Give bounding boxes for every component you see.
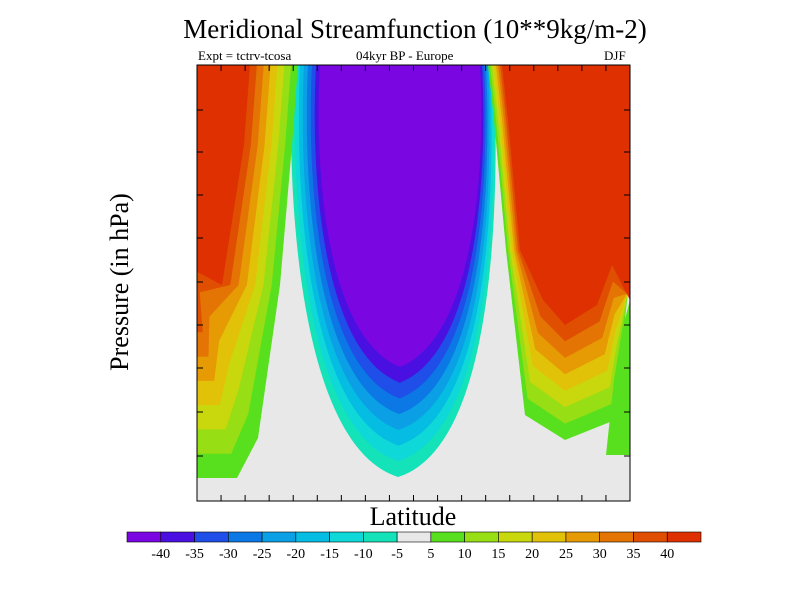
colorbar-tick-label: -15: [320, 547, 339, 562]
colorbar-tick-label: -20: [286, 547, 305, 562]
colorbar-swatch: [329, 531, 364, 543]
colorbar-swatch: [363, 531, 398, 543]
sh-cell-band: [502, 65, 630, 325]
colorbar-tick-label: 20: [525, 547, 539, 562]
equatorial-cell-band: [318, 65, 482, 367]
colorbar-swatch: [227, 531, 263, 543]
experiment-label: Expt = tctrv-tcosa: [198, 48, 292, 63]
colorbar-swatch: [565, 531, 601, 543]
colorbar-swatch: [464, 531, 499, 543]
colorbar-tick-label: -30: [219, 547, 238, 562]
colorbar-tick-label: -5: [391, 547, 403, 562]
colorbar-swatch: [599, 531, 634, 543]
colorbar-swatch: [396, 531, 432, 543]
colorbar-tick-label: -35: [185, 547, 204, 562]
colorbar-swatch: [295, 531, 330, 543]
colorbar-swatch: [498, 531, 533, 543]
colorbar-tick-label: 15: [491, 547, 505, 562]
colorbar-tick-label: 30: [593, 547, 607, 562]
colorbar-tick-label: -10: [354, 547, 373, 562]
colorbar-swatch: [261, 531, 297, 543]
colorbar-swatch: [126, 531, 162, 543]
period-label: 04kyr BP - Europe: [356, 48, 454, 63]
colorbar-tick-label: 40: [660, 547, 674, 562]
colorbar-swatch: [666, 531, 702, 543]
x-axis-label: Latitude: [369, 502, 457, 531]
colorbar-swatch: [430, 531, 465, 543]
nh-cell-band: [197, 65, 250, 308]
colorbar-swatch: [194, 531, 229, 543]
colorbar-tick-label: 5: [427, 547, 434, 562]
colorbar-tick-label: 25: [559, 547, 573, 562]
colorbar-tick-label: 35: [626, 547, 640, 562]
axis-ticks: [196, 64, 631, 502]
colorbar-tick-label: 10: [458, 547, 472, 562]
colorbar: -40 -35 -30 -25 -20 -15 -10 -5 5 10 15 20 25 30 35 40: [126, 531, 702, 562]
colorbar-tick-label: -25: [253, 547, 272, 562]
colorbar-swatch: [160, 531, 195, 543]
colorbar-swatch: [633, 531, 668, 543]
edge-cell-band: [606, 300, 630, 455]
colorbar-tick-label: -40: [151, 547, 170, 562]
season-label: DJF: [604, 48, 626, 63]
colorbar-swatch: [531, 531, 567, 543]
contour-field: [197, 65, 630, 501]
chart-title: Meridional Streamfunction (10**9kg/m-2): [183, 14, 647, 44]
